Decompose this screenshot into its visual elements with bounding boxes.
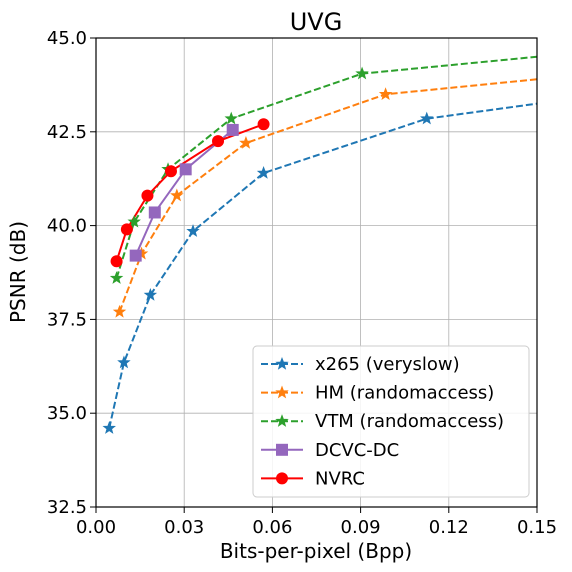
data-point-hm-randomaccess <box>378 87 393 100</box>
x-axis-ticks: 0.00 0.03 0.06 0.09 0.12 0.15 <box>76 507 557 538</box>
y-tick-label: 45.0 <box>47 28 87 49</box>
legend-label: VTM (randomaccess) <box>315 411 504 432</box>
data-point-x265-veryslow <box>102 421 116 434</box>
data-point-x265-veryslow <box>186 224 200 237</box>
x-tick-label: 0.12 <box>429 517 469 538</box>
data-point-vtm-randomaccess <box>127 214 141 228</box>
legend-entry: VTM (randomaccess) <box>261 411 504 432</box>
plot-frame <box>95 37 538 508</box>
data-point-dcvc-dc <box>179 163 192 176</box>
data-point-hm-randomaccess <box>170 188 184 202</box>
series-markers <box>102 66 434 434</box>
y-tick-label: 32.5 <box>47 497 87 518</box>
data-point-vtm-randomaccess <box>109 271 124 284</box>
x-tick-label: 0.03 <box>164 517 204 538</box>
legend-marker-swatch <box>275 385 289 399</box>
data-point-dcvc-dc <box>148 206 161 219</box>
x-tick-label: 0.15 <box>517 517 557 538</box>
legend-label: DCVC-DC <box>315 440 399 461</box>
data-point-x265-veryslow <box>420 111 434 125</box>
y-axis-ticks: 32.5 35.0 37.5 40.0 42.5 45.0 <box>47 28 96 518</box>
data-point-nvrc <box>257 118 270 131</box>
legend-marker-swatch <box>275 414 289 427</box>
legend-label: NVRC <box>315 468 365 489</box>
y-tick-label: 37.5 <box>47 309 87 330</box>
data-point-x265-veryslow <box>143 287 158 301</box>
legend-entry: NVRC <box>261 468 365 489</box>
legend-entry: HM (randomaccess) <box>261 383 494 404</box>
legend-entry: x265 (veryslow) <box>261 354 460 375</box>
series-line-hm-randomaccess <box>118 78 537 313</box>
x-tick-label: 0.06 <box>252 517 292 538</box>
x-tick-label: 0.00 <box>76 517 116 538</box>
y-tick-label: 40.0 <box>47 216 87 237</box>
data-point-vtm-randomaccess <box>355 66 369 80</box>
series-line-dcvc-dc <box>134 129 234 257</box>
data-point-x265-veryslow <box>256 166 271 179</box>
y-tick-label: 35.0 <box>47 403 87 424</box>
data-point-dcvc-dc <box>226 123 239 136</box>
data-point-vtm-randomaccess <box>224 111 238 125</box>
legend-label: x265 (veryslow) <box>315 354 460 375</box>
legend-marker-swatch <box>276 472 288 485</box>
data-point-hm-randomaccess <box>112 304 127 318</box>
data-point-nvrc <box>110 255 123 268</box>
data-point-nvrc <box>164 165 177 178</box>
legend-label: HM (randomaccess) <box>315 383 494 404</box>
chart-title: UVG <box>290 8 343 36</box>
series-line-vtm-randomaccess <box>115 55 537 279</box>
data-point-hm-randomaccess <box>239 136 253 149</box>
y-axis-label: PSNR (dB) <box>6 221 30 323</box>
y-tick-label: 42.5 <box>47 122 87 143</box>
data-point-dcvc-dc <box>129 249 142 262</box>
data-point-nvrc <box>212 135 225 148</box>
legend-marker-swatch <box>276 443 288 456</box>
legend-entry: DCVC-DC <box>261 440 399 461</box>
data-point-x265-veryslow <box>117 355 131 369</box>
legend-marker-swatch <box>275 356 289 370</box>
x-axis-label: Bits-per-pixel (Bpp) <box>220 539 412 563</box>
series-line-nvrc <box>115 123 264 262</box>
x-tick-label: 0.09 <box>341 517 381 538</box>
legend: x265 (veryslow) HM (randomaccess) VTM (ran… <box>252 345 530 498</box>
data-point-nvrc <box>141 189 154 202</box>
legend-box <box>252 345 530 498</box>
data-point-nvrc <box>120 223 133 236</box>
